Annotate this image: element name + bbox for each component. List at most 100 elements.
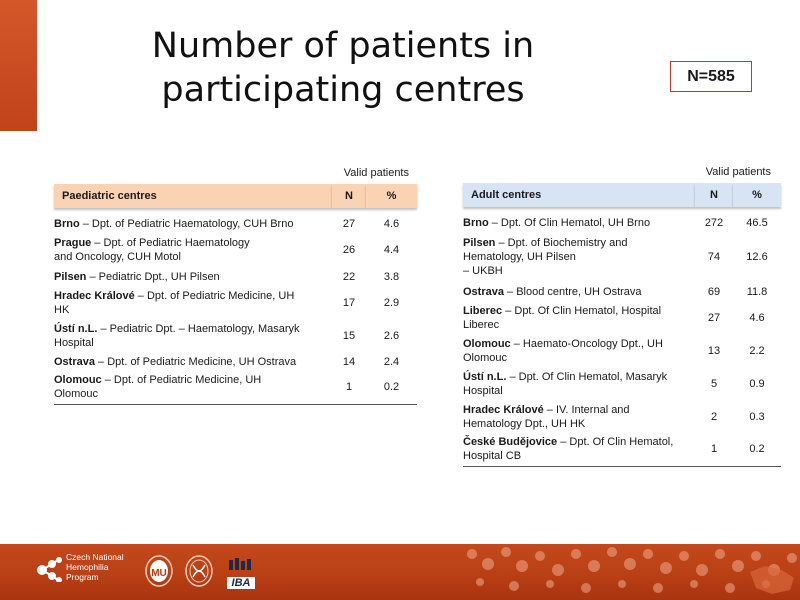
molecule-dots-decoration bbox=[467, 547, 797, 594]
city-name: Hradec Králové bbox=[54, 289, 135, 302]
city-name: Ostrava bbox=[54, 355, 95, 368]
svg-text:MU: MU bbox=[151, 568, 167, 579]
table-row: Ústí n.L. – Pediatric Dpt. – Haematology… bbox=[54, 319, 417, 352]
table-row: Ústí n.L. – Dpt. Of Clin Hematol, Masary… bbox=[463, 367, 781, 400]
table-row: Liberec – Dpt. Of Clin Hematol, Hospital… bbox=[463, 301, 781, 334]
centre-description: – Dpt. of Pediatric Haematology bbox=[91, 237, 250, 249]
patient-count: 2 bbox=[710, 410, 718, 423]
patient-count: 272 bbox=[704, 216, 724, 229]
patient-percent: 0.2 bbox=[366, 371, 417, 405]
city-name: Ústí n.L. bbox=[54, 322, 98, 335]
table-row: Hradec Králové – Dpt. of Pediatric Medic… bbox=[54, 286, 417, 319]
centre-description-cont: Hospital CB bbox=[463, 450, 522, 463]
hemophilia-program-logo-icon bbox=[37, 557, 62, 582]
patient-count: 69 bbox=[707, 285, 721, 298]
patient-count: 22 bbox=[342, 270, 356, 283]
centre-description-cont: Hospital bbox=[54, 336, 94, 349]
patient-percent: 11.8 bbox=[746, 285, 768, 298]
centre-description: – Dpt. of Pediatric Medicine, UH Ostrava bbox=[94, 355, 297, 368]
patient-percent: 0.2 bbox=[733, 433, 781, 467]
patient-percent: 3.8 bbox=[383, 270, 400, 283]
centre-description-cont: Hematology Dpt., UH HK bbox=[463, 417, 586, 430]
table-row: Prague – Dpt. of Pediatric Haematology an… bbox=[54, 233, 417, 267]
patient-count: 1 bbox=[332, 371, 366, 405]
centre-description: – Dpt. of Biochemistry and bbox=[495, 237, 628, 249]
table-row: České Budějovice – Dpt. Of Clin Hematol,… bbox=[463, 433, 781, 467]
centre-description: – Haemato-Oncology Dpt., UH bbox=[510, 337, 663, 350]
patient-percent: 2.9 bbox=[383, 296, 400, 309]
logo-line-3: Program bbox=[66, 572, 99, 582]
logo-line-2: Hemophilia bbox=[66, 562, 109, 572]
centre-description-cont: Olomouc bbox=[54, 388, 99, 401]
centre-description: – Dpt. of Pediatric Medicine, UH bbox=[101, 374, 262, 387]
centre-description-cont: Hematology, UH Pilsen bbox=[463, 251, 576, 263]
city-name: Pilsen bbox=[54, 270, 87, 283]
paediatric-centres-table: Valid patients Paediatric centres N % Br… bbox=[54, 162, 417, 405]
patient-count: 27 bbox=[707, 311, 721, 324]
patient-percent: 12.6 bbox=[746, 251, 768, 263]
centre-description: – Pediatric Dpt., UH Pilsen bbox=[86, 270, 220, 283]
iba-logo-icon bbox=[229, 558, 251, 570]
decorative-side-bar bbox=[0, 0, 37, 131]
centre-description: – Dpt. of Pediatric Haematology, CUH Brn… bbox=[79, 217, 294, 230]
patient-percent: 4.4 bbox=[383, 244, 400, 256]
title-line-2: participating centres bbox=[161, 70, 525, 110]
table-row: Pilsen – Pediatric Dpt., UH Pilsen 22 3.… bbox=[54, 267, 417, 286]
centre-description: – IV. Internal and bbox=[543, 403, 630, 416]
centre-description-cont: Liberec bbox=[463, 318, 500, 331]
iba-logo-text: IBA bbox=[227, 577, 255, 589]
adult-header-pct: % bbox=[733, 183, 781, 207]
adult-header-row: Adult centres N % bbox=[463, 183, 781, 207]
city-name: Prague bbox=[54, 237, 92, 249]
paediatric-header-pct: % bbox=[366, 184, 417, 208]
patient-percent: 4.6 bbox=[749, 311, 765, 324]
city-name: Olomouc bbox=[54, 374, 102, 387]
patient-count: 14 bbox=[342, 355, 356, 368]
page-title: Number of patients in participating cent… bbox=[118, 24, 568, 112]
city-name: Olomouc bbox=[463, 337, 511, 350]
faculty-seal-icon bbox=[185, 555, 213, 587]
patient-percent: 0.3 bbox=[749, 410, 765, 423]
iba-logo: IBA bbox=[227, 558, 255, 589]
patient-percent: 2.4 bbox=[383, 355, 400, 368]
centre-description: – Dpt. Of Clin Hematol, UH Brno bbox=[488, 216, 651, 229]
city-name: Ústí n.L. bbox=[463, 370, 507, 383]
city-name: Ostrava bbox=[463, 285, 504, 298]
valid-patients-label: Valid patients bbox=[343, 167, 409, 179]
city-name: Hradec Králové bbox=[463, 403, 544, 416]
patient-percent: 46.5 bbox=[746, 216, 768, 229]
city-name: Liberec bbox=[463, 304, 503, 317]
patient-percent: 2.6 bbox=[383, 329, 400, 342]
patient-count: 74 bbox=[707, 251, 721, 263]
patient-count: 27 bbox=[342, 217, 356, 230]
adult-centres-table: Valid patients Adult centres N % Brno – … bbox=[463, 161, 781, 467]
patient-count: 15 bbox=[342, 329, 356, 342]
title-line-1: Number of patients in bbox=[151, 26, 535, 66]
hemophilia-program-logo-text: Czech National Hemophilia Program bbox=[66, 552, 124, 582]
patient-count: 26 bbox=[342, 244, 356, 256]
centre-description-cont: Hospital bbox=[463, 384, 503, 397]
table-row: Olomouc – Haemato-Oncology Dpt., UH Olomo… bbox=[463, 334, 781, 367]
city-name: Brno bbox=[463, 216, 489, 229]
patient-count: 13 bbox=[707, 344, 721, 357]
paediatric-header-label: Paediatric centres bbox=[54, 184, 332, 208]
centre-description: – Dpt. Of Clin Hematol, Hospital bbox=[502, 304, 662, 317]
city-name: Brno bbox=[54, 217, 80, 230]
footer-bar bbox=[0, 544, 800, 600]
centre-description: – Blood centre, UH Ostrava bbox=[503, 285, 642, 298]
centre-description: – Dpt. Of Clin Hematol, Masaryk bbox=[506, 370, 668, 383]
table-row: Ostrava – Blood centre, UH Ostrava 69 11… bbox=[463, 282, 781, 301]
paediatric-header-n: N bbox=[332, 184, 366, 208]
centre-description: – Dpt. Of Clin Hematol, bbox=[557, 436, 674, 449]
patient-percent: 4.6 bbox=[383, 217, 400, 230]
table-row: Pilsen – Dpt. of Biochemistry and Hematol… bbox=[463, 232, 781, 282]
patient-percent: 0.9 bbox=[749, 377, 765, 390]
table-row: Hradec Králové – IV. Internal and Hematol… bbox=[463, 400, 781, 433]
university-seal-icon: MU bbox=[145, 555, 173, 587]
centre-description: – Pediatric Dpt. – Haematology, Masaryk bbox=[97, 322, 300, 335]
adult-header-n: N bbox=[695, 183, 733, 207]
centre-description-cont: HK bbox=[54, 303, 70, 316]
table-row: Brno – Dpt. of Pediatric Haematology, CU… bbox=[54, 214, 417, 233]
paediatric-header-row: Paediatric centres N % bbox=[54, 184, 417, 208]
patient-percent: 2.2 bbox=[749, 344, 765, 357]
